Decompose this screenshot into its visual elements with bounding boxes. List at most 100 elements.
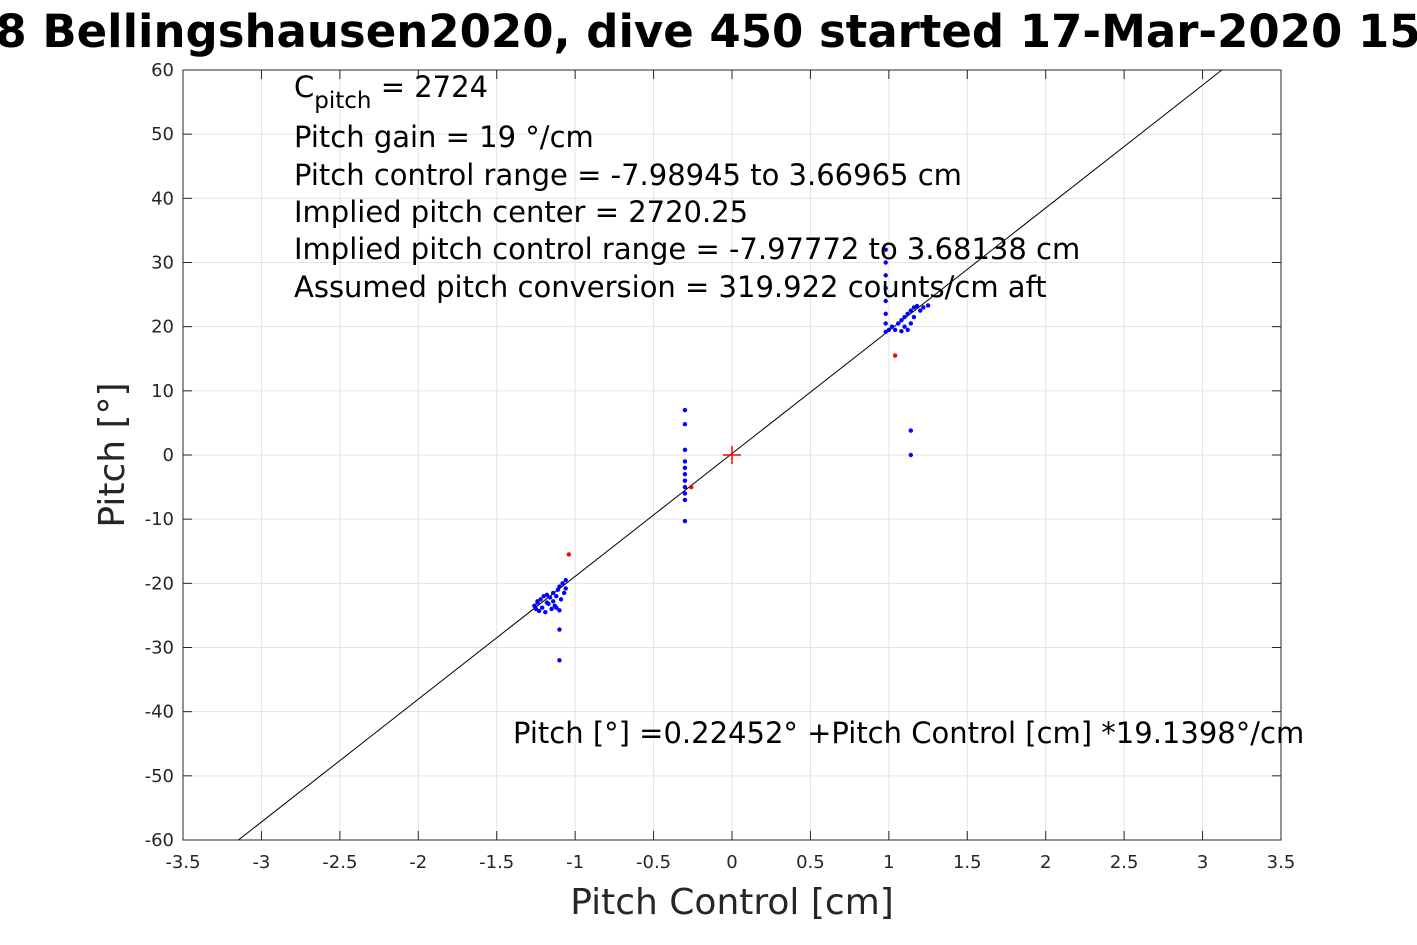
y-tick-label: -20 (145, 573, 174, 594)
data-point (682, 422, 688, 427)
data-point (883, 247, 888, 252)
x-tick-label: 3 (1197, 852, 1208, 873)
y-tick-label: -30 (145, 638, 174, 659)
data-point (557, 627, 562, 632)
data-point (689, 484, 694, 490)
cpitch-value: = 2724 (371, 70, 488, 104)
data-point (682, 407, 688, 413)
data-point (682, 484, 688, 490)
annotation-implied-range: Implied pitch control range = -7.97772 t… (294, 232, 1080, 266)
data-point (550, 599, 556, 604)
data-point (908, 308, 914, 313)
series-1 (532, 247, 931, 663)
y-tick-labels: -60 -50 -40 -30 -20 -10 0 10 20 30 40 50 60 (145, 60, 174, 851)
y-tick-label: 60 (151, 60, 174, 81)
tick-marks (182, 69, 1282, 841)
data-point (549, 606, 554, 612)
y-tick-label: 20 (151, 317, 174, 338)
data-point (561, 590, 567, 596)
chart-title: 8 Bellingshausen2020, dive 450 started 1… (0, 5, 1417, 58)
grid-lines (183, 70, 1281, 840)
data-point (925, 303, 931, 308)
x-tick-label: 0.5 (796, 852, 825, 873)
data-point (682, 459, 688, 464)
x-tick-label: 0 (726, 852, 737, 873)
data-point (902, 314, 907, 320)
y-tick-label: 50 (151, 124, 174, 145)
data-point (899, 318, 904, 323)
x-tick-label: -1.5 (479, 852, 514, 873)
x-tick-label: 3.5 (1267, 852, 1296, 873)
cpitch-subscript: pitch (314, 88, 371, 114)
cpitch-symbol: C (294, 70, 314, 104)
data-point (905, 311, 910, 317)
y-tick-label: -40 (145, 702, 174, 723)
data-point (921, 305, 926, 310)
data-point (883, 311, 888, 317)
annotation-fit-equation: Pitch [°] =0.22452° +Pitch Control [cm] … (513, 716, 1304, 750)
annotation-cpitch: Cpitch = 2724 (294, 70, 488, 114)
data-point (883, 260, 888, 265)
data-point (914, 303, 920, 309)
data-point (908, 452, 914, 458)
y-tick-label: 0 (163, 445, 174, 466)
data-point (682, 465, 688, 471)
data-point (899, 328, 904, 334)
data-point (908, 428, 914, 433)
data-point (911, 314, 917, 320)
data-point (682, 472, 688, 477)
x-tick-label: 2 (1040, 852, 1051, 873)
data-point (682, 478, 688, 483)
data-point (544, 600, 550, 605)
data-point (560, 581, 565, 586)
data-point (908, 321, 914, 326)
data-point (892, 353, 898, 358)
data-point (896, 321, 901, 326)
data-point (918, 308, 923, 313)
x-tick-label: -2.5 (322, 852, 357, 873)
data-point (558, 597, 564, 602)
data-point (883, 285, 888, 291)
data-point (547, 595, 553, 600)
data-point (540, 605, 545, 610)
data-point (550, 590, 556, 596)
data-point (883, 273, 888, 278)
data-point (886, 327, 892, 333)
x-tick-label: -3.5 (165, 852, 200, 873)
data-point (557, 608, 562, 613)
x-tick-labels: -3.5 -3 -2.5 -2 -1.5 -1 -0.5 0 0.5 1 1.5 2 2.5 3 3.5 (165, 852, 1295, 873)
data-point (544, 592, 550, 598)
y-tick-label: 30 (151, 253, 174, 274)
data-point (682, 497, 688, 503)
data-point (536, 608, 542, 614)
data-point (557, 584, 562, 589)
data-points (532, 247, 931, 663)
annotation-assumed-conversion: Assumed pitch conversion = 319.922 count… (294, 270, 1047, 304)
y-tick-label: -60 (145, 830, 174, 851)
data-point (563, 586, 568, 591)
x-tick-label: -0.5 (636, 852, 671, 873)
data-point (902, 324, 907, 329)
annotation-implied-center: Implied pitch center = 2720.25 (294, 195, 748, 229)
x-tick-label: -2 (409, 852, 427, 873)
y-axis-label: Pitch [°] (92, 382, 133, 527)
y-tick-label: 40 (151, 188, 174, 209)
x-tick-label: -1 (566, 852, 584, 873)
data-point (883, 298, 888, 304)
x-tick-label: 1.5 (953, 852, 982, 873)
y-tick-label: 10 (151, 381, 174, 402)
data-point (563, 577, 568, 583)
data-point (682, 447, 688, 453)
data-point (892, 327, 898, 333)
x-tick-label: 2.5 (1110, 852, 1139, 873)
data-point (883, 321, 888, 326)
data-point (905, 327, 910, 333)
center-marker-layer (723, 446, 741, 464)
annotation-pitch-control-range: Pitch control range = -7.98945 to 3.6696… (294, 158, 962, 192)
y-tick-label: -50 (145, 766, 174, 787)
data-point (682, 518, 688, 524)
y-tick-label: -10 (145, 509, 174, 530)
data-point (543, 610, 548, 615)
data-point (889, 324, 895, 329)
